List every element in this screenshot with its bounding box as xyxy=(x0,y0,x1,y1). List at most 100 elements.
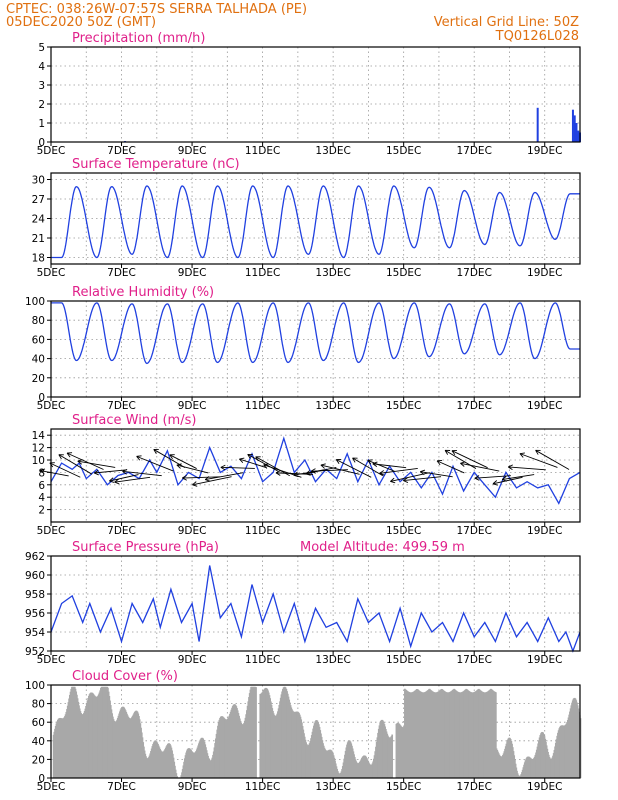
wind-arrow-head xyxy=(182,477,187,481)
x-tick-label: 11DEC xyxy=(245,654,280,666)
wind-arrow-head xyxy=(122,469,128,472)
wind-arrow xyxy=(372,463,407,469)
x-tick-label: 19DEC xyxy=(527,267,562,279)
temperature-line xyxy=(51,185,580,259)
x-tick-label: 15DEC xyxy=(386,400,421,412)
wind-arrow-head xyxy=(136,455,142,457)
wind-arrow-head xyxy=(305,470,310,475)
wind-arrow xyxy=(94,469,127,474)
x-tick-label: 17DEC xyxy=(456,145,491,157)
x-tick-label: 7DEC xyxy=(107,781,136,793)
panel-title-0: Precipitation (mm/h) xyxy=(72,31,205,46)
wind-arrow-head xyxy=(40,468,46,471)
wind-arrow-head xyxy=(320,463,326,466)
wind-arrow-head xyxy=(390,477,395,482)
wind-arrow xyxy=(66,452,104,470)
panel-title-5: Cloud Cover (%) xyxy=(72,669,178,684)
wind-arrow-head xyxy=(263,463,269,466)
wind-arrow-head xyxy=(153,449,157,454)
wind-arrow-head xyxy=(77,459,83,462)
x-tick-label: 7DEC xyxy=(107,525,136,537)
x-tick-label: 7DEC xyxy=(107,145,136,157)
wind-arrow-head xyxy=(420,471,425,476)
cloud-bar xyxy=(176,775,178,778)
x-tick-label: 11DEC xyxy=(245,400,280,412)
wind-arrow-head xyxy=(460,462,465,467)
y-tick-label: 20 xyxy=(32,754,45,766)
wind-arrow xyxy=(169,454,197,469)
wind-arrow xyxy=(122,470,162,477)
y-tick-label: 2 xyxy=(38,505,45,517)
y-tick-label: 3 xyxy=(38,80,45,92)
x-tick-label: 9DEC xyxy=(178,781,207,793)
wind-arrow-head xyxy=(501,476,507,480)
wind-arrow-head xyxy=(444,450,449,455)
wind-arrow-head xyxy=(293,471,298,476)
header-station: CPTEC: 038:26W-07:57S SERRA TALHADA (PE) xyxy=(6,2,307,17)
x-tick-label: 19DEC xyxy=(527,525,562,537)
wind-arrow-head xyxy=(247,454,251,459)
y-tick-label: 100 xyxy=(25,680,45,692)
y-tick-label: 4 xyxy=(38,492,45,504)
wind-arrow xyxy=(109,474,139,482)
y-tick-label: 2 xyxy=(38,99,45,111)
y-tick-label: 1 xyxy=(38,118,45,130)
wind-arrow xyxy=(192,476,232,486)
wind-arrow-head xyxy=(66,452,71,458)
y-tick-label: 0 xyxy=(38,773,45,785)
x-tick-label: 13DEC xyxy=(315,781,350,793)
wind-arrow-head xyxy=(239,458,244,463)
panel-frame-4 xyxy=(50,555,581,652)
wind-arrow-head xyxy=(519,452,525,455)
wind-arrow-head xyxy=(77,460,82,465)
x-tick-label: 5DEC xyxy=(37,781,66,793)
x-tick-label: 5DEC xyxy=(37,145,66,157)
wind-arrow-head xyxy=(535,450,539,455)
wind-arrow xyxy=(436,460,465,474)
wind-arrow xyxy=(508,466,546,471)
header-grid-line: Vertical Grid Line: 50Z xyxy=(434,15,579,30)
wind-arrow-head xyxy=(420,469,426,473)
wind-arrow-head xyxy=(352,457,356,463)
wind-arrow xyxy=(535,449,570,470)
panel-title-4: Surface Pressure (hPa) xyxy=(72,540,219,555)
y-tick-label: 958 xyxy=(25,589,45,601)
precip-bar xyxy=(536,107,539,142)
y-tick-label: 27 xyxy=(32,194,45,206)
wind-arrow-head xyxy=(310,468,316,472)
x-tick-label: 15DEC xyxy=(386,267,421,279)
y-tick-label: 12 xyxy=(32,443,45,455)
y-tick-label: 80 xyxy=(32,315,45,327)
wind-arrow-head xyxy=(379,470,385,474)
x-tick-label: 15DEC xyxy=(386,525,421,537)
wind-arrow-head xyxy=(367,459,373,461)
x-tick-label: 5DEC xyxy=(37,400,66,412)
wind-arrow-head xyxy=(114,478,119,483)
wind-arrow-head xyxy=(192,481,197,486)
x-tick-label: 17DEC xyxy=(456,267,491,279)
x-tick-label: 17DEC xyxy=(456,781,491,793)
x-tick-label: 5DEC xyxy=(37,654,66,666)
wind-arrow-head xyxy=(372,463,378,468)
wind-arrow-head xyxy=(122,470,127,475)
humidity-line xyxy=(51,302,580,365)
x-tick-label: 7DEC xyxy=(107,400,136,412)
wind-arrow-head xyxy=(114,481,120,485)
cloud-bar xyxy=(391,734,394,778)
y-tick-label: 954 xyxy=(25,627,45,639)
y-tick-label: 24 xyxy=(32,214,46,226)
cloud-bar xyxy=(495,692,497,778)
y-tick-label: 40 xyxy=(32,354,45,366)
panel-title-1: Surface Temperature (nC) xyxy=(72,157,240,172)
x-tick-label: 13DEC xyxy=(315,400,350,412)
precip-bar xyxy=(577,130,580,142)
x-tick-label: 19DEC xyxy=(527,145,562,157)
wind-arrow-head xyxy=(136,456,141,461)
wind-arrow xyxy=(220,466,255,469)
wind-arrow-head xyxy=(474,477,480,481)
precip-bar xyxy=(573,115,576,142)
wind-arrow xyxy=(451,450,488,469)
wind-arrow xyxy=(320,464,360,475)
wind-arrow-head xyxy=(109,477,114,482)
y-tick-label: 960 xyxy=(25,570,45,582)
